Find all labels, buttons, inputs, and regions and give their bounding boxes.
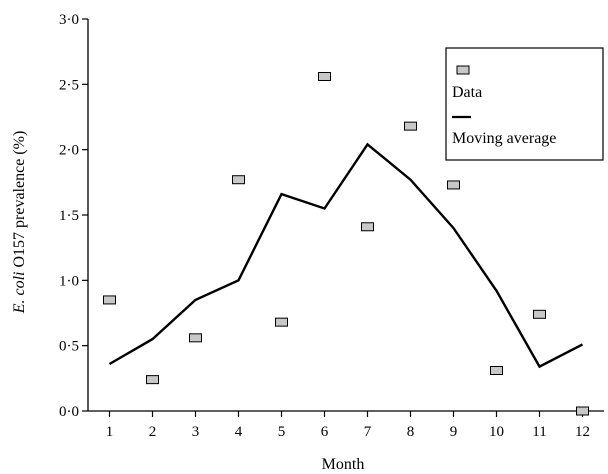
x-axis: 1 2 3 4 5 6 7 8 9 10 11 12 (106, 411, 590, 440)
x-tick-label: 10 (489, 424, 504, 440)
data-point (318, 71, 331, 81)
data-point (146, 375, 159, 385)
y-tick-label: 2·5 (59, 77, 79, 93)
legend-marker-swatch (456, 65, 470, 75)
data-point (103, 295, 116, 305)
data-point (576, 406, 589, 416)
x-tick-label: 12 (575, 424, 590, 440)
x-tick-label: 9 (450, 424, 458, 440)
data-point (490, 365, 503, 375)
x-tick-label: 1 (106, 424, 114, 440)
data-point (533, 309, 546, 319)
data-point (232, 175, 245, 185)
data-point (361, 222, 374, 232)
x-tick-label: 7 (364, 424, 372, 440)
x-tick-label: 4 (235, 424, 243, 440)
y-tick-label: 0·0 (59, 404, 79, 420)
legend-box (445, 47, 604, 161)
data-point (404, 121, 417, 131)
x-tick-label: 8 (407, 424, 415, 440)
y-axis: 0·0 0·5 1·0 1·5 2·0 2·5 3·0 (59, 12, 88, 420)
x-tick-label: 5 (278, 424, 286, 440)
moving-average-line (108, 142, 584, 369)
y-tick-label: 0·5 (59, 339, 79, 355)
moving-average-series (108, 142, 584, 369)
y-tick-label: 1·0 (59, 273, 79, 289)
x-tick-label: 11 (532, 424, 546, 440)
x-tick-label: 2 (149, 424, 157, 440)
y-axis-title-italic: E. coli (11, 272, 28, 315)
y-tick-label: 2·0 (59, 143, 79, 159)
data-point (189, 333, 202, 343)
y-tick-label: 3·0 (59, 12, 79, 28)
data-series (103, 71, 589, 416)
x-axis-title: Month (322, 456, 365, 473)
x-tick-label: 3 (192, 424, 200, 440)
data-point (275, 317, 288, 327)
legend-label-moving-average: Moving average (452, 130, 556, 147)
data-point (447, 180, 460, 190)
y-axis-title: E. coli O157 prevalence (%) (11, 131, 28, 315)
legend-label-data: Data (452, 84, 482, 101)
y-axis-title-rest: O157 prevalence (%) (11, 131, 28, 272)
y-tick-label: 1·5 (59, 208, 79, 224)
legend: Data Moving average (445, 47, 604, 161)
x-tick-label: 6 (321, 424, 329, 440)
